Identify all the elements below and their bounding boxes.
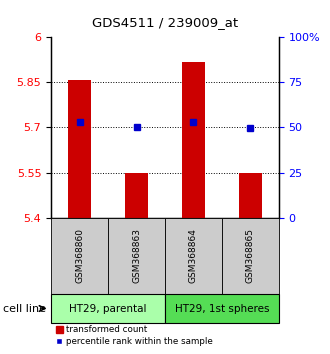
- Bar: [182, 62, 205, 218]
- Bar: [239, 173, 262, 218]
- Text: HT29, 1st spheres: HT29, 1st spheres: [175, 303, 269, 314]
- Bar: [68, 80, 91, 218]
- Text: GSM368860: GSM368860: [75, 228, 84, 283]
- Text: GSM368864: GSM368864: [189, 228, 198, 283]
- Bar: [125, 173, 148, 218]
- Text: GSM368863: GSM368863: [132, 228, 141, 283]
- Legend: transformed count, percentile rank within the sample: transformed count, percentile rank withi…: [52, 322, 216, 350]
- Text: cell line: cell line: [3, 303, 46, 314]
- Text: HT29, parental: HT29, parental: [69, 303, 147, 314]
- Text: GDS4511 / 239009_at: GDS4511 / 239009_at: [92, 16, 238, 29]
- Text: GSM368865: GSM368865: [246, 228, 255, 283]
